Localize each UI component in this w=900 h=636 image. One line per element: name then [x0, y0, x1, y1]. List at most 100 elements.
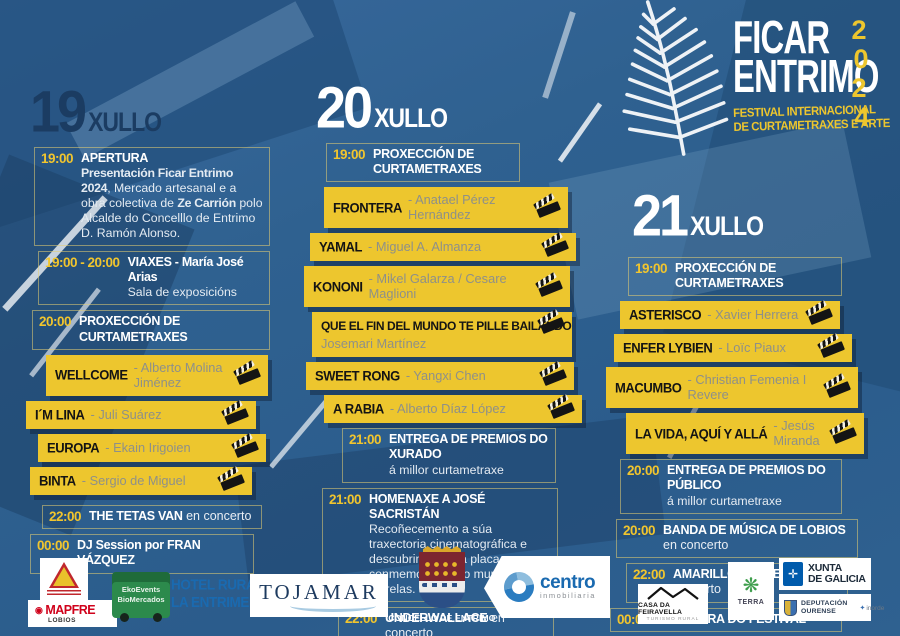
event-title: UNDERWALLACE: [385, 611, 488, 626]
film-title: BINTA: [39, 472, 76, 489]
xunta-line2: DE GALICIA: [808, 573, 866, 585]
event-row: 19:00 PROXECCIÓN DE CURTAMETRAXES: [326, 142, 520, 183]
deputacion-shield-icon: [784, 599, 797, 616]
hotel-entrimena-logo: HOTEL RURAL LA ENTRIMEÑA: [171, 576, 268, 610]
day-header-20: 20 XULLO: [316, 75, 558, 141]
hotel-line2: LA ENTRIMEÑA: [171, 593, 268, 611]
event-time: 21:00: [349, 432, 382, 448]
film-row: QUE EL FIN DEL MUNDO TE PILLE BAILANDO J…: [312, 312, 572, 358]
event-time: 19:00 - 20:00: [45, 254, 120, 270]
ekoevents-logo: EkoEvents BioMercados: [112, 572, 170, 622]
film-title: SWEET RONG: [315, 367, 400, 384]
event-title: PROXECCIÓN DE CURTAMETRAXES: [373, 146, 482, 176]
film-title: KONONI: [313, 277, 363, 295]
event-row: 21:00 ENTREGA DE PREMIOS DO XURADO á mil…: [342, 428, 556, 483]
event-time: 21:00: [329, 491, 362, 507]
event-time: 20:00: [627, 463, 660, 479]
day-number: 20: [316, 75, 373, 141]
film-title: A RABIA: [333, 400, 384, 417]
film-title: EUROPA: [47, 439, 100, 456]
centro-sub: inmobiliaria: [540, 591, 596, 601]
clapperboard-icon: [534, 195, 561, 218]
concello-label: CONCELLO DE ENTRIMO: [388, 613, 496, 623]
event-body: BANDA DE MÚSICA DE LOBIOS en concerto: [663, 523, 851, 554]
event-time: 19:00: [41, 150, 74, 166]
deputacion-line1: DEPUTACIÓN: [801, 599, 848, 607]
desc-part: Presentación Ficar Entrimo 2024: [81, 165, 234, 195]
event-body: PROXECCIÓN DE CURTAMETRAXES: [79, 314, 263, 345]
event-body: PROXECCIÓN DE CURTAMETRAXES: [675, 261, 835, 292]
film-title: QUE EL FIN DEL MUNDO TE PILLE BAILANDO: [321, 319, 572, 334]
film-director: - Juli Suárez: [90, 406, 162, 422]
concello-shield-icon: [419, 552, 465, 608]
film-director: Josemari Martínez: [321, 336, 427, 352]
hotel-line1: HOTEL RURAL: [171, 576, 264, 593]
film-row: I´M LINA - Juli Suárez: [26, 400, 256, 429]
deputacion-line2: OURENSE: [801, 607, 837, 615]
event-title: ENTREGA DE PREMIOS DO XURADO: [389, 432, 548, 462]
title-line-1: FICAR: [733, 11, 830, 64]
wave-icon: [290, 600, 376, 612]
film-title: ASTERISCO: [629, 306, 702, 323]
terra-name: TERRA: [737, 599, 765, 606]
clapperboard-icon: [232, 435, 259, 458]
event-body: APERTURA Presentación Ficar Entrimo 2024…: [81, 151, 263, 241]
film-title: YAMAL: [319, 238, 363, 255]
terra-logo: ❋ TERRA: [728, 562, 774, 620]
paint-stroke: [557, 102, 603, 163]
xunta-emblem-icon: ✛: [783, 562, 803, 586]
feiravella-name: CASA DA FEIRAVELLA: [638, 602, 683, 616]
year-digit: 2: [851, 15, 867, 45]
event-title: DJ Session por FRAN VÁZQUEZ: [77, 538, 201, 568]
film-row: KONONI - Mikel Galarza / Cesare Maglioni: [304, 266, 570, 308]
film-title: LA VIDA, AQUÍ Y ALLÁ: [635, 424, 768, 442]
event-time: 19:00: [333, 146, 366, 162]
event-title: APERTURA: [81, 150, 149, 165]
event-time: 20:00: [623, 522, 656, 538]
event-body: VIAXES - María José Arias Sala de exposi…: [128, 255, 263, 301]
clapperboard-icon: [818, 336, 845, 359]
event-description: á millor curtametraxe: [389, 462, 504, 477]
film-director: - Alberto Díaz López: [389, 401, 506, 417]
triangle-icon: [49, 562, 79, 588]
film-row: EUROPA - Ekain Irigoien: [38, 433, 266, 462]
festival-subtitle: FESTIVAL INTERNACIONAL DE CURTAMETRAXES …: [733, 102, 891, 134]
festival-title: FICAR ENTRIMO FESTIVAL INTERNACIONAL DE …: [733, 11, 891, 134]
day-number: 21: [632, 183, 689, 249]
film-row: ENFER LYBIEN - Loïc Piaux: [614, 334, 852, 363]
film-title: ENFER LYBIEN: [623, 339, 713, 356]
clapperboard-icon: [218, 468, 245, 491]
year-digit: 0: [853, 43, 869, 74]
clapperboard-icon: [548, 397, 575, 420]
deputacion-ourense-logo: DEPUTACIÓN OURENSE inorde: [779, 594, 884, 621]
film-row: MACUMBO - Christian Femenia I Revere: [606, 367, 858, 409]
event-time: 20:00: [39, 314, 72, 330]
day-header-19: 19 XULLO: [30, 83, 270, 141]
year-digit: 2: [851, 72, 867, 103]
fern-icon: [622, 0, 729, 156]
film-row: ASTERISCO - Xavier Herrera: [620, 301, 840, 330]
event-description: Sala de exposicións: [127, 285, 237, 300]
film-row: WELLCOME - Alberto Molina Jiménez: [46, 354, 268, 396]
event-description: Presentación Ficar Entrimo 2024, Mercado…: [81, 166, 263, 241]
film-row: LA VIDA, AQUÍ Y ALLÁ - Jesús Miranda: [626, 413, 864, 455]
subtitle-line-2: DE CURTAMETRAXES E ARTE: [733, 115, 891, 134]
film-row: SWEET RONG - Yangxi Chen: [306, 362, 574, 391]
casa-da-feiravella-logo: CASA DA FEIRAVELLA TURISMO RURAL: [638, 584, 708, 624]
event-row: 20:00 PROXECCIÓN DE CURTAMETRAXES: [32, 310, 270, 350]
event-title: PROXECCIÓN DE CURTAMETRAXES: [79, 314, 188, 344]
festival-year: 2 0 2 4: [849, 16, 869, 132]
event-title: HOMENAXE A JOSÉ SACRISTÁN: [369, 491, 486, 521]
event-body: HOMENAXE A JOSÉ SACRISTÁN Recoñecemento …: [369, 492, 551, 598]
film-director: - Jesús Miranda: [773, 418, 820, 449]
film-row: A RABIA - Alberto Díaz López: [324, 395, 582, 424]
film-row: YAMAL - Miguel A. Almanza: [310, 233, 576, 262]
clapperboard-icon: [830, 421, 857, 444]
event-title: PROXECCIÓN DE CURTAMETRAXES: [675, 260, 784, 290]
centro-c-icon: [498, 566, 540, 608]
event-description: á millor curtametraxe: [667, 493, 782, 508]
event-time: 00:00: [37, 538, 70, 554]
crown-icon: [423, 546, 461, 554]
event-body: DJ Session por FRAN VÁZQUEZ: [77, 538, 247, 569]
event-row: 22:00 THE TETAS VAN en concerto: [42, 504, 262, 530]
